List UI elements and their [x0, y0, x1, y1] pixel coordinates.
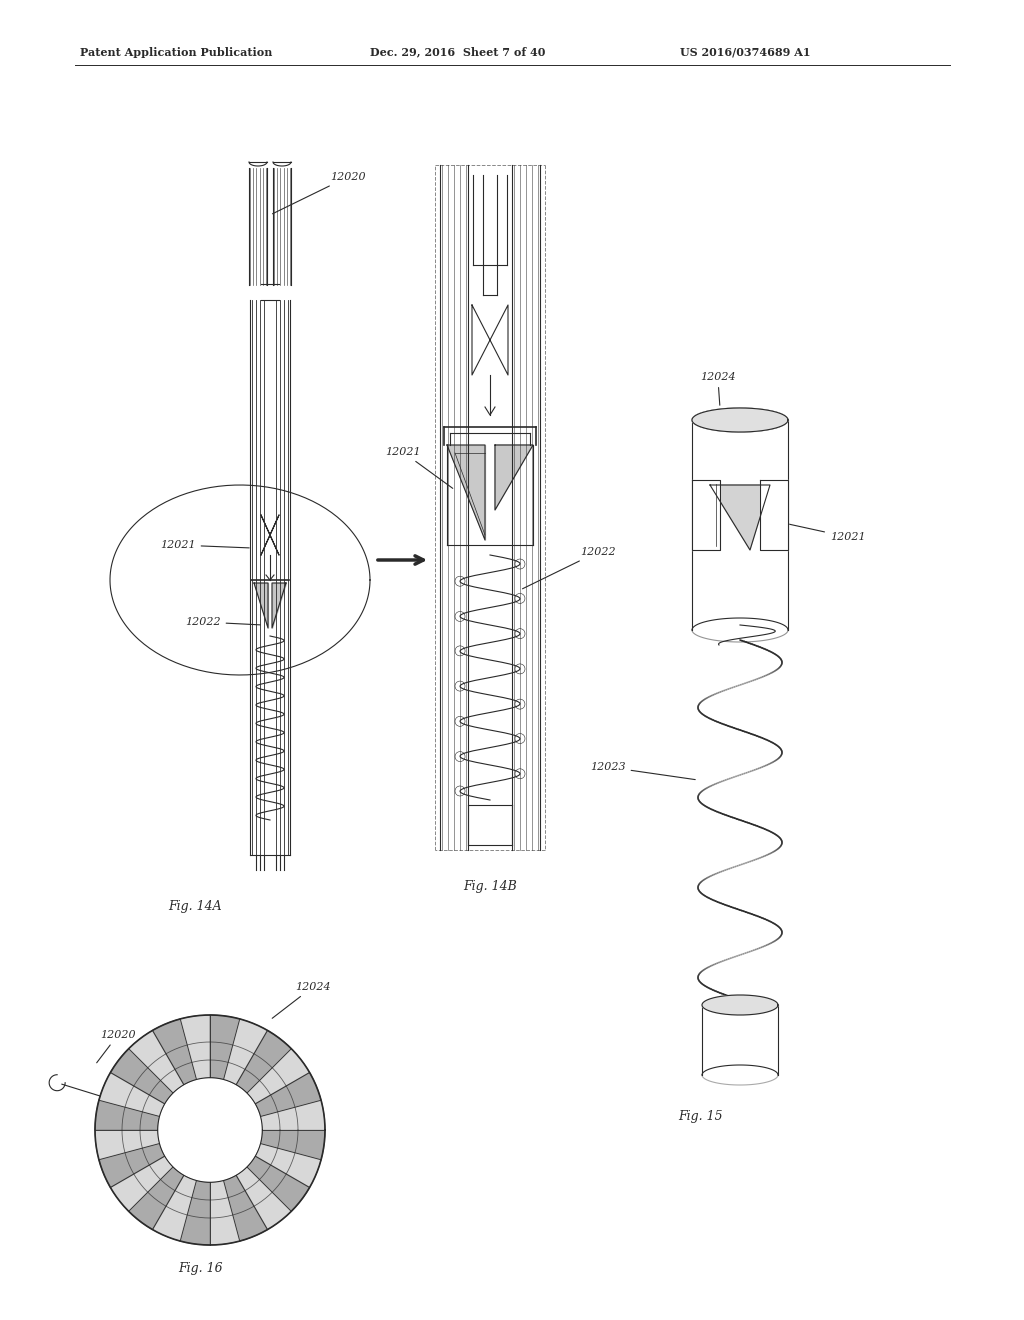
Polygon shape: [702, 995, 778, 1015]
Text: 12023: 12023: [590, 762, 695, 780]
Polygon shape: [180, 1180, 210, 1245]
Polygon shape: [255, 1143, 322, 1188]
Text: Fig. 16: Fig. 16: [178, 1262, 222, 1275]
Polygon shape: [247, 1156, 309, 1212]
Polygon shape: [129, 1031, 184, 1093]
Polygon shape: [447, 445, 485, 540]
Text: 12022: 12022: [522, 546, 615, 589]
Text: 12022: 12022: [185, 616, 260, 627]
Polygon shape: [692, 480, 720, 550]
Text: US 2016/0374689 A1: US 2016/0374689 A1: [680, 46, 811, 58]
Text: 12020: 12020: [96, 1030, 135, 1063]
Polygon shape: [210, 1015, 240, 1080]
Text: 12024: 12024: [700, 372, 735, 405]
Polygon shape: [95, 1130, 160, 1160]
Polygon shape: [260, 1130, 325, 1160]
Text: Fig. 14B: Fig. 14B: [463, 880, 517, 894]
Polygon shape: [129, 1167, 184, 1230]
Polygon shape: [692, 408, 788, 432]
Text: 12021: 12021: [160, 540, 249, 550]
Text: 12021: 12021: [773, 520, 865, 543]
Polygon shape: [153, 1019, 197, 1085]
Polygon shape: [153, 1175, 197, 1241]
Polygon shape: [272, 583, 286, 628]
Text: Dec. 29, 2016  Sheet 7 of 40: Dec. 29, 2016 Sheet 7 of 40: [370, 46, 546, 58]
Polygon shape: [95, 1101, 160, 1130]
Text: Patent Application Publication: Patent Application Publication: [80, 46, 272, 58]
Polygon shape: [159, 1078, 261, 1181]
Polygon shape: [254, 583, 268, 628]
Polygon shape: [255, 1072, 322, 1117]
Polygon shape: [760, 480, 788, 550]
Polygon shape: [236, 1031, 291, 1093]
Polygon shape: [247, 1048, 309, 1104]
Polygon shape: [236, 1167, 291, 1230]
Text: Fig. 14A: Fig. 14A: [168, 900, 222, 913]
Text: 12020: 12020: [272, 172, 366, 214]
Polygon shape: [180, 1015, 210, 1080]
Polygon shape: [223, 1175, 267, 1241]
Polygon shape: [223, 1019, 267, 1085]
Polygon shape: [111, 1156, 173, 1212]
Polygon shape: [260, 1101, 325, 1130]
Text: Fig. 15: Fig. 15: [678, 1110, 722, 1123]
Text: 12021: 12021: [385, 447, 453, 488]
Polygon shape: [210, 1180, 240, 1245]
Polygon shape: [111, 1048, 173, 1104]
Polygon shape: [710, 484, 770, 550]
Polygon shape: [99, 1143, 165, 1188]
Text: 12024: 12024: [272, 982, 331, 1018]
Polygon shape: [495, 445, 534, 510]
Polygon shape: [99, 1072, 165, 1117]
